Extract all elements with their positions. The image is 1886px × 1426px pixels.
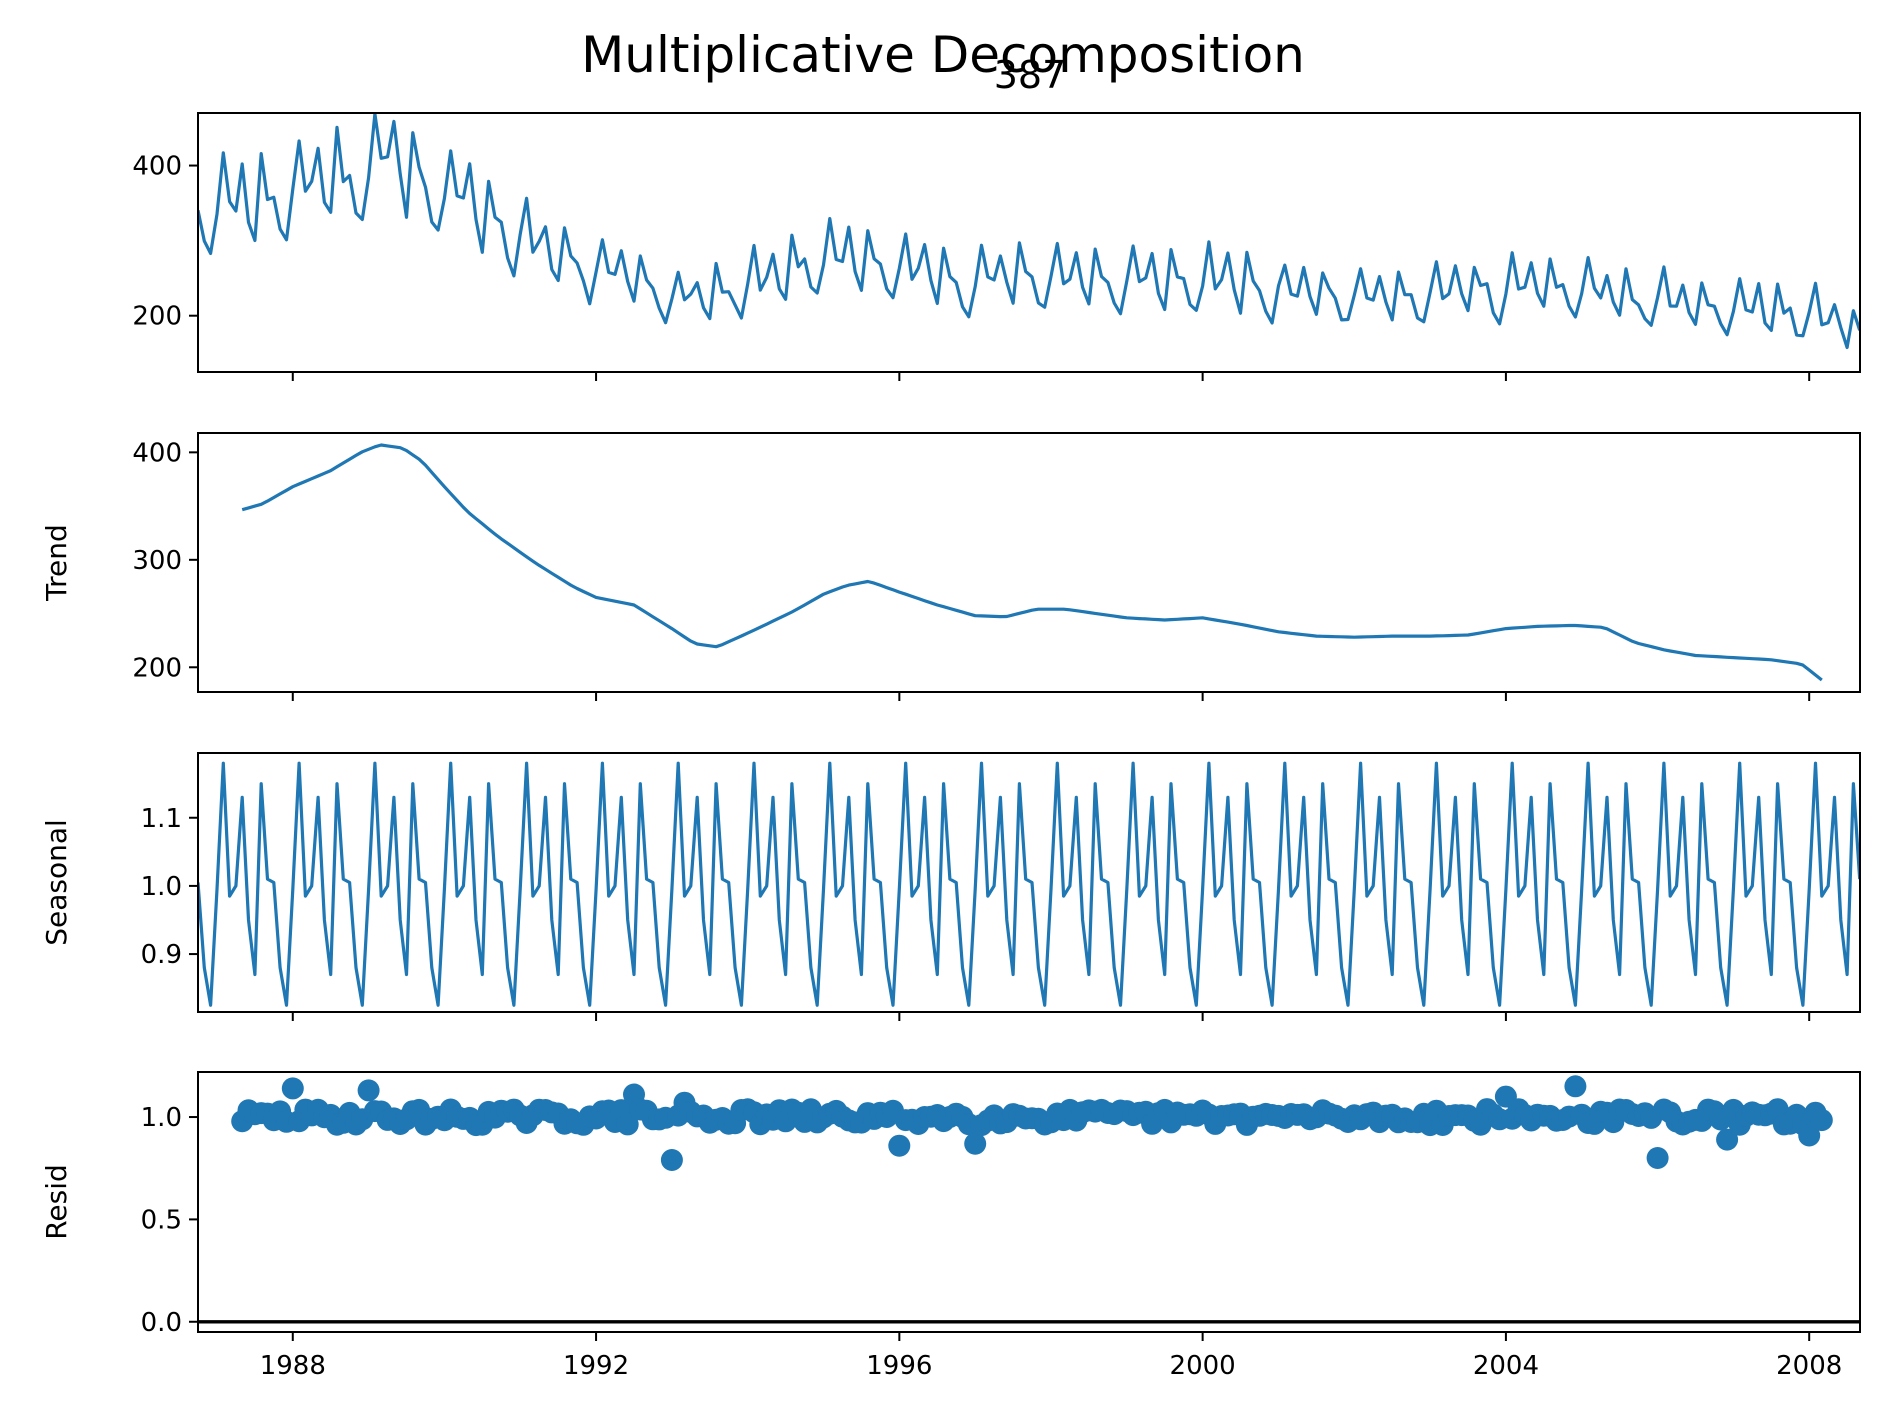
y-tick-label: 200 bbox=[132, 653, 182, 683]
resid-point bbox=[1810, 1109, 1833, 1132]
resid-point bbox=[1798, 1124, 1821, 1147]
y-tick-label: 1.1 bbox=[141, 804, 182, 834]
y-tick-label: 400 bbox=[132, 152, 182, 182]
axes-frame bbox=[197, 752, 1861, 1013]
resid-point bbox=[357, 1079, 380, 1102]
y-tick-label: 200 bbox=[132, 302, 182, 332]
resid-point bbox=[888, 1134, 911, 1157]
y-tick-label: 400 bbox=[132, 438, 182, 468]
seasonal-series-line bbox=[198, 761, 1860, 1007]
y-axis-label: Resid bbox=[40, 1164, 73, 1240]
figure-subtitle: 387 bbox=[994, 53, 1067, 97]
axes-frame bbox=[197, 432, 1861, 693]
x-tick-label: 1992 bbox=[563, 1351, 629, 1381]
resid-point bbox=[964, 1132, 987, 1155]
x-tick-label: 2000 bbox=[1170, 1351, 1236, 1381]
y-axis-label: Seasonal bbox=[40, 819, 73, 946]
axes-frame bbox=[197, 1071, 1861, 1333]
y-axis-label: Trend bbox=[40, 524, 73, 602]
resid-point bbox=[281, 1077, 304, 1100]
x-tick-label: 1996 bbox=[866, 1351, 932, 1381]
x-tick-label: 2008 bbox=[1776, 1351, 1842, 1381]
observed-panel: 200 400 bbox=[132, 112, 1861, 381]
x-tick-label: 1988 bbox=[260, 1351, 326, 1381]
y-tick-label: 0.5 bbox=[141, 1205, 182, 1235]
seasonal-panel: 0.9 1.0 1.1 Seasonal bbox=[40, 752, 1861, 1021]
figure-title: Multiplicative Decomposition bbox=[581, 26, 1305, 84]
resid-point bbox=[616, 1113, 639, 1136]
resid-point bbox=[1716, 1128, 1739, 1151]
resid-point bbox=[660, 1149, 683, 1171]
resid-point bbox=[1564, 1075, 1587, 1098]
y-tick-label: 0.9 bbox=[141, 940, 182, 970]
resid-point bbox=[1646, 1147, 1669, 1169]
observed-series-line bbox=[198, 113, 1860, 350]
y-tick-label: 1.0 bbox=[141, 1103, 182, 1133]
y-tick-label: 0.0 bbox=[141, 1308, 182, 1338]
trend-panel: 200 300 400 Trend bbox=[40, 432, 1861, 701]
y-tick-label: 300 bbox=[132, 546, 182, 576]
resid-panel: 0.0 0.5 1.0 1988 1992 1996 2000 2004 2008 Resid bbox=[40, 1071, 1861, 1381]
axes-frame bbox=[197, 112, 1861, 373]
trend-series-line bbox=[241, 443, 1823, 682]
x-tick-label: 2004 bbox=[1473, 1351, 1539, 1381]
y-tick-label: 1.0 bbox=[141, 872, 182, 902]
